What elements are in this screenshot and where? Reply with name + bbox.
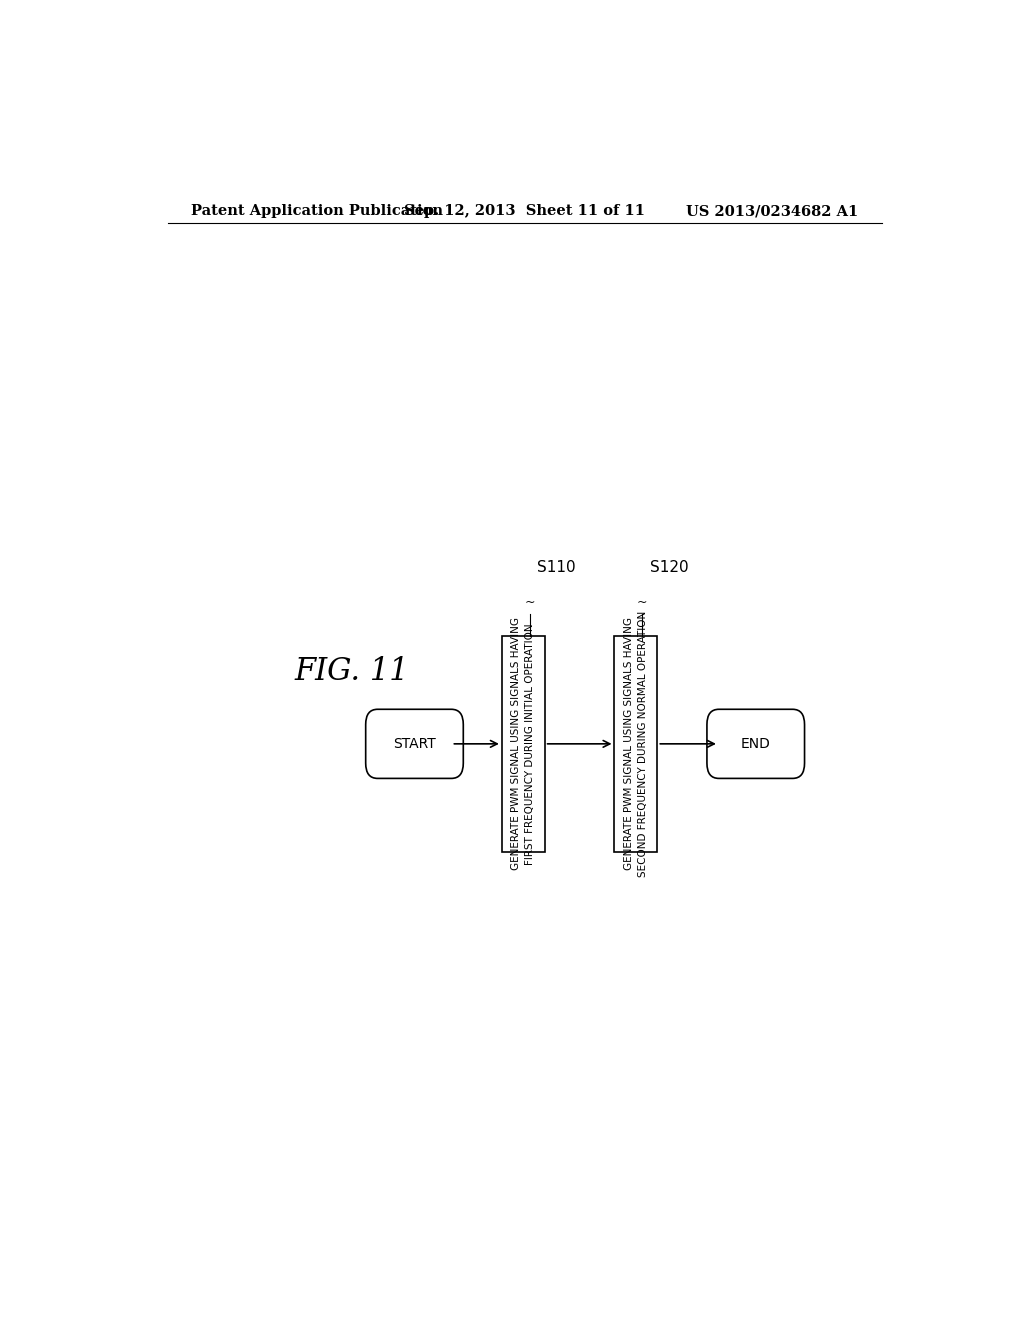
- Text: FIG. 11: FIG. 11: [295, 656, 410, 688]
- Text: US 2013/0234682 A1: US 2013/0234682 A1: [686, 205, 858, 218]
- Text: GENERATE PWM SIGNAL USING SIGNALS HAVING
SECOND FREQUENCY DURING NORMAL OPERATIO: GENERATE PWM SIGNAL USING SIGNALS HAVING…: [624, 611, 648, 876]
- Text: GENERATE PWM SIGNAL USING SIGNALS HAVING
FIRST FREQUENCY DURING INITIAL OPERATIO: GENERATE PWM SIGNAL USING SIGNALS HAVING…: [511, 618, 536, 870]
- Text: Sep. 12, 2013  Sheet 11 of 11: Sep. 12, 2013 Sheet 11 of 11: [404, 205, 645, 218]
- Bar: [614, 636, 657, 851]
- Text: Patent Application Publication: Patent Application Publication: [191, 205, 443, 218]
- Text: S110: S110: [538, 560, 577, 576]
- Text: END: END: [740, 737, 771, 751]
- Text: ~: ~: [524, 595, 535, 609]
- FancyBboxPatch shape: [366, 709, 463, 779]
- Text: S120: S120: [650, 560, 689, 576]
- Text: ~: ~: [637, 595, 647, 609]
- Bar: [502, 636, 545, 851]
- Text: START: START: [393, 737, 436, 751]
- FancyBboxPatch shape: [707, 709, 805, 779]
